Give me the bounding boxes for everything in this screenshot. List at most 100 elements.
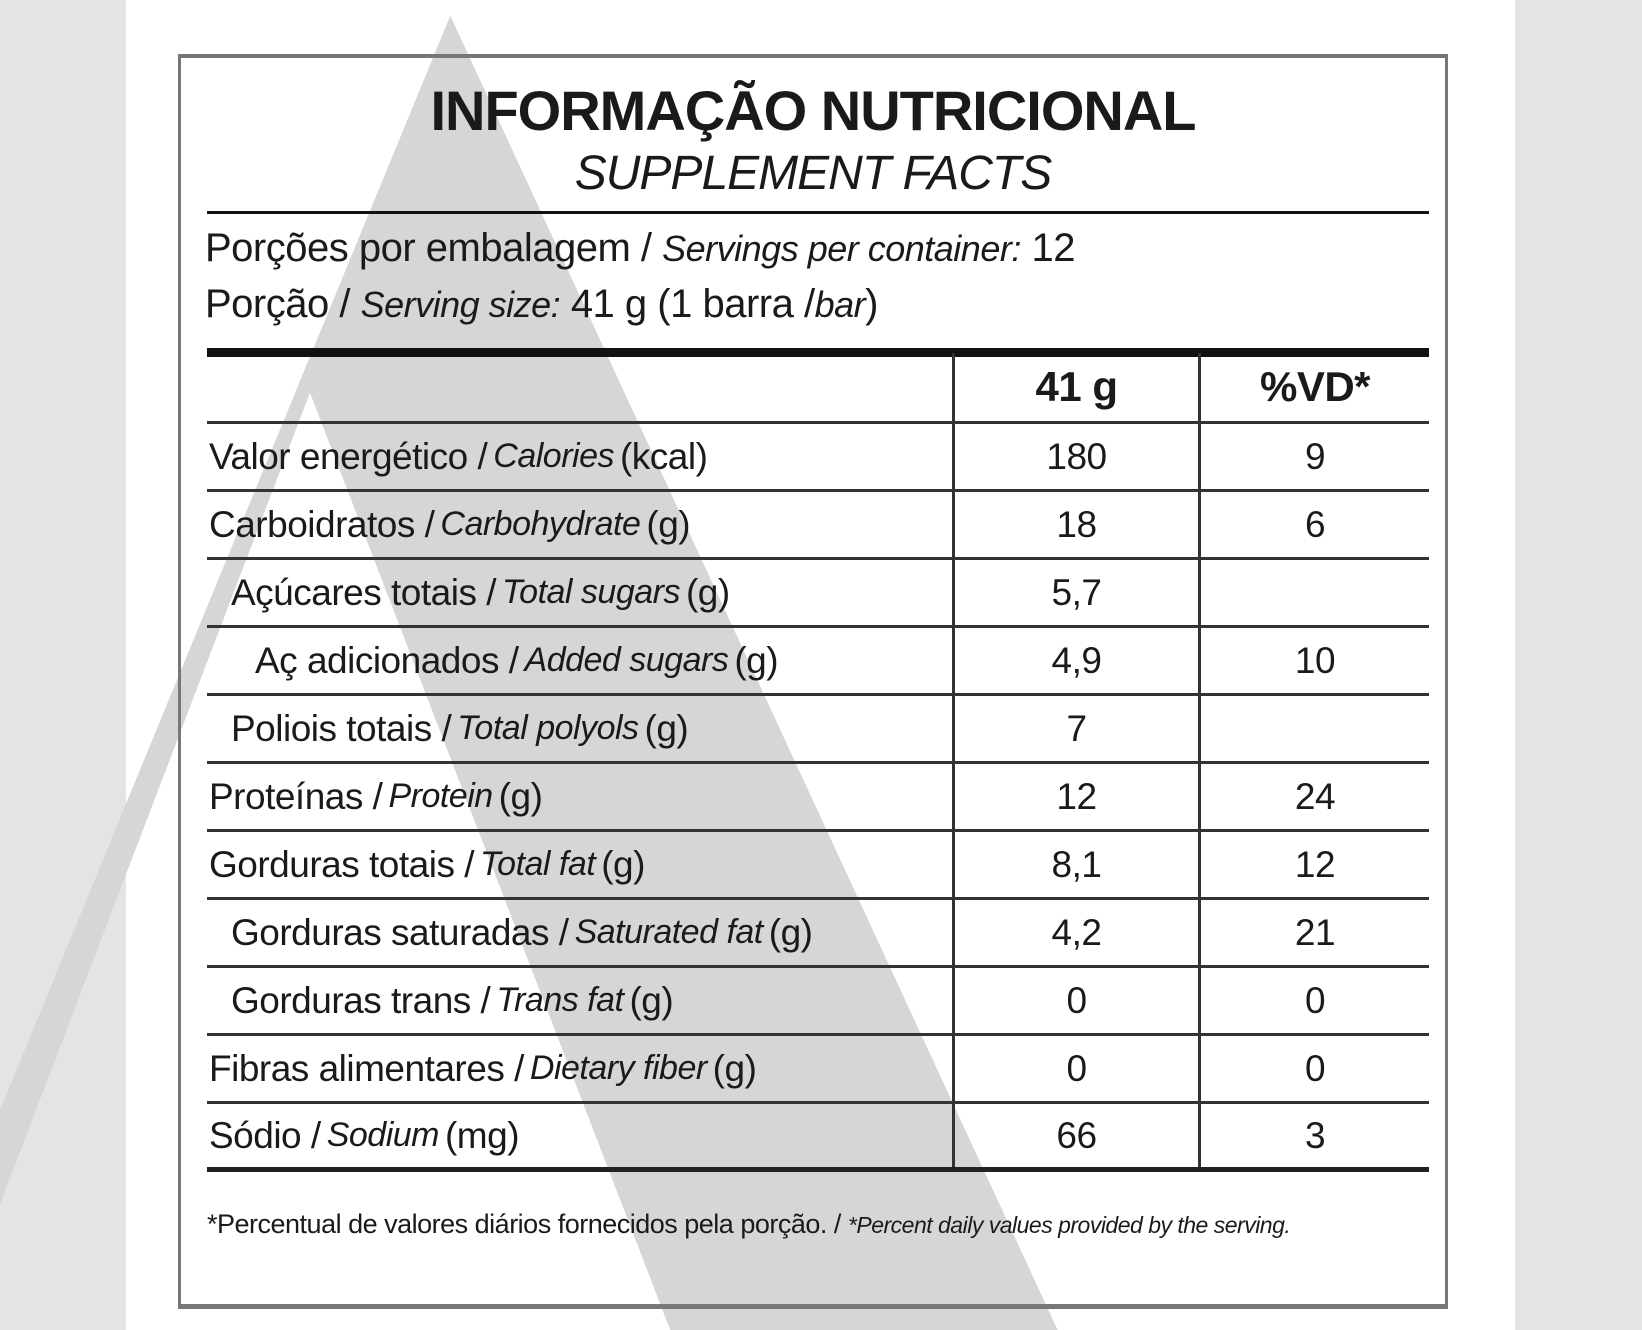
nutrient-name-en: Carbohydrate: [440, 505, 641, 543]
footnote-en: *Percent daily values provided by the se…: [847, 1212, 1291, 1238]
table-row: Poliois totais / Total polyols (g) 7: [207, 696, 1429, 764]
serving-size-unit-en: bar: [814, 284, 866, 325]
nutrient-label: Proteínas / Protein (g): [207, 764, 955, 829]
nutrient-daily-value: [1201, 560, 1429, 625]
nutrient-label: Aç adicionados / Added sugars (g): [207, 628, 955, 693]
table-row: Açúcares totais / Total sugars (g) 5,7: [207, 560, 1429, 628]
servings-per-container: Porções por embalagem / Servings per con…: [205, 226, 1075, 271]
nutrient-label: Gorduras totais / Total fat (g): [207, 832, 955, 897]
nutrient-name-en: Protein: [388, 777, 493, 815]
nutrient-name-pt: Sódio /: [209, 1114, 321, 1156]
nutrient-unit: (g): [601, 843, 645, 885]
nutrient-daily-value: 0: [1304, 979, 1326, 1021]
header-amount: 41 g: [955, 353, 1201, 421]
nutrient-label: Fibras alimentares / Dietary fiber (g): [207, 1036, 955, 1101]
table-row: Sódio / Sodium (mg) 66 3: [207, 1104, 1429, 1172]
table-row: Gorduras totais / Total fat (g) 8,1 12: [207, 832, 1429, 900]
nutrient-unit: (mg): [444, 1114, 520, 1156]
footnote-pt: *Percentual de valores diários fornecido…: [207, 1209, 841, 1239]
nutrient-amount: 5,7: [955, 560, 1201, 625]
divider: [207, 211, 1429, 214]
nutrient-daily-value: [1201, 696, 1429, 761]
nutrient-unit: (g): [644, 707, 689, 749]
nutrient-name-pt: Gorduras saturadas /: [231, 911, 569, 953]
nutrient-amount: 7: [955, 696, 1201, 761]
table-header: 41 g %VD*: [207, 353, 1429, 424]
watermark-shape: [0, 15, 1058, 1330]
nutrient-daily-value: 0: [1304, 1047, 1326, 1089]
nutrient-daily-value: 21: [1294, 911, 1336, 953]
nutrient-name-pt: Carboidratos /: [209, 503, 435, 545]
nutrient-name-en: Total fat: [480, 845, 596, 883]
servings-en: Servings per container:: [662, 228, 1021, 269]
nutrient-name-pt: Poliois totais /: [231, 707, 452, 749]
nutrition-table: 41 g %VD* Valor energético / Calories (kca…: [207, 353, 1429, 1172]
header-daily-value: %VD*: [1259, 363, 1371, 410]
nutrient-label: Gorduras saturadas / Saturated fat (g): [207, 900, 955, 965]
label-title: INFORMAÇÃO NUTRICIONAL: [430, 79, 1196, 142]
nutrient-amount: 66: [955, 1104, 1201, 1167]
nutrient-amount: 4,2: [955, 900, 1201, 965]
nutrient-daily-value: 3: [1304, 1114, 1326, 1156]
nutrient-amount: 4,9: [955, 628, 1201, 693]
table-row: Gorduras saturadas / Saturated fat (g) 4,2 2…: [207, 900, 1429, 968]
nutrient-name-pt: Aç adicionados /: [255, 639, 519, 681]
servings-value: 12: [1031, 226, 1075, 270]
nutrient-amount: 0: [955, 1036, 1201, 1101]
nutrient-name-en: Dietary fiber: [529, 1049, 707, 1087]
table-row: Gorduras trans / Trans fat (g) 0 0: [207, 968, 1429, 1036]
servings-pt: Porções por embalagem /: [205, 226, 652, 270]
nutrient-name-pt: Proteínas /: [209, 775, 383, 817]
thick-divider: [207, 348, 1429, 357]
nutrient-daily-value: 10: [1294, 639, 1336, 681]
nutrient-unit: (g): [734, 639, 779, 681]
table-row: Fibras alimentares / Dietary fiber (g) 0 0: [207, 1036, 1429, 1104]
nutrient-name-en: Total sugars: [502, 573, 680, 611]
nutrient-name-pt: Gorduras totais /: [209, 843, 475, 885]
nutrient-unit: (g): [646, 503, 691, 545]
nutrient-name-en: Saturated fat: [574, 913, 764, 951]
nutrient-name-pt: Gorduras trans /: [231, 979, 491, 1021]
table-row: Aç adicionados / Added sugars (g) 4,9 10: [207, 628, 1429, 696]
nutrient-unit: (g): [498, 775, 543, 817]
nutrient-label: Poliois totais / Total polyols (g): [207, 696, 955, 761]
nutrient-daily-value: 12: [1294, 843, 1336, 885]
footnote: *Percentual de valores diários fornecido…: [207, 1200, 1429, 1249]
table-row: Carboidratos / Carbohydrate (g) 18 6: [207, 492, 1429, 560]
nutrient-daily-value: 9: [1304, 435, 1326, 477]
nutrient-name-en: Trans fat: [496, 981, 624, 1019]
serving-size-pt: Porção /: [205, 282, 350, 326]
nutrient-label: Gorduras trans / Trans fat (g): [207, 968, 955, 1033]
nutrition-facts-box: [178, 54, 1448, 1309]
serving-size: Porção / Serving size: 41 g (1 barra /ba…: [205, 282, 878, 327]
nutrient-label: Açúcares totais / Total sugars (g): [207, 560, 955, 625]
nutrient-unit: (kcal): [619, 435, 708, 477]
label-subtitle: SUPPLEMENT FACTS: [574, 147, 1053, 200]
nutrient-unit: (g): [629, 979, 674, 1021]
serving-size-en: Serving size:: [360, 284, 561, 325]
table-row: Proteínas / Protein (g) 12 24: [207, 764, 1429, 832]
nutrient-name-pt: Açúcares totais /: [231, 571, 497, 613]
nutrient-name-en: Sodium: [326, 1116, 440, 1154]
nutrient-label: Carboidratos / Carbohydrate (g): [207, 492, 955, 557]
nutrient-amount: 8,1: [955, 832, 1201, 897]
nutrient-unit: (g): [685, 571, 730, 613]
nutrient-name-en: Added sugars: [524, 641, 729, 679]
header-nutrient: [207, 353, 955, 421]
nutrient-daily-value: 6: [1304, 503, 1326, 545]
nutrient-amount: 180: [955, 424, 1201, 489]
nutrient-name-pt: Fibras alimentares /: [209, 1047, 524, 1089]
nutrient-name-pt: Valor energético /: [209, 435, 488, 477]
nutrient-unit: (g): [712, 1047, 757, 1089]
nutrient-daily-value: 24: [1294, 775, 1336, 817]
nutrient-amount: 18: [955, 492, 1201, 557]
serving-size-close: ): [865, 282, 878, 326]
nutrient-name-en: Total polyols: [457, 709, 639, 747]
nutrient-unit: (g): [768, 911, 813, 953]
table-row: Valor energético / Calories (kcal) 180 9: [207, 424, 1429, 492]
nutrient-name-en: Calories: [493, 437, 614, 475]
nutrient-label: Valor energético / Calories (kcal): [207, 424, 955, 489]
nutrient-label: Sódio / Sodium (mg): [207, 1104, 955, 1167]
serving-size-value: 41 g (1 barra /: [570, 282, 815, 326]
nutrient-amount: 0: [955, 968, 1201, 1033]
